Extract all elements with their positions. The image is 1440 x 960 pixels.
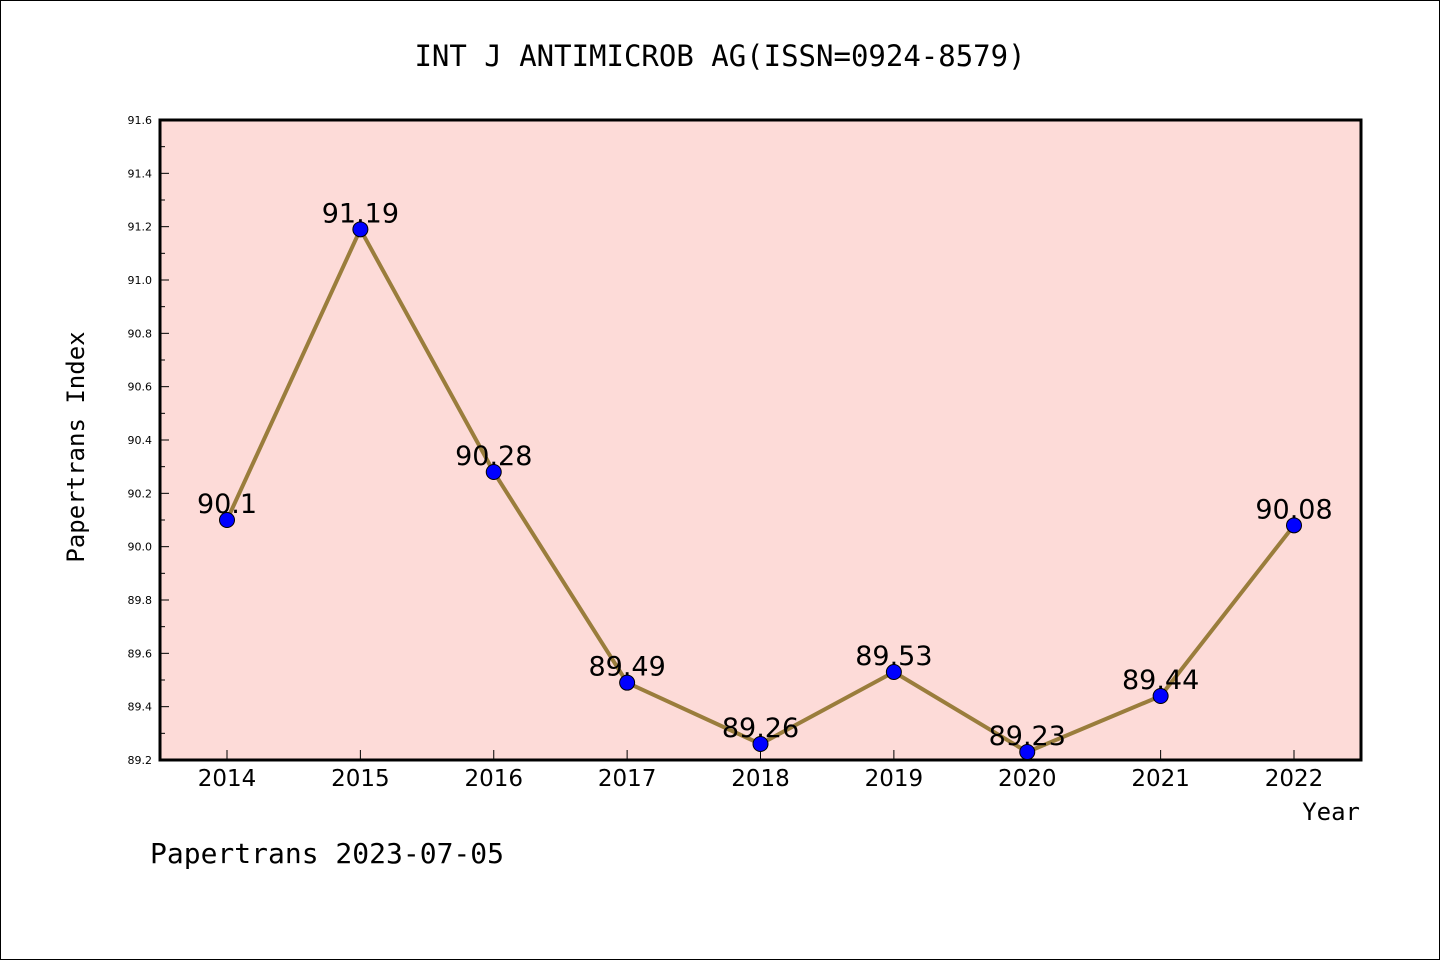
data-point — [885, 664, 902, 680]
x-tick-label: 2016 — [464, 766, 523, 792]
y-tick-label: 91.4 — [128, 167, 153, 180]
data-point — [352, 221, 369, 238]
x-tick-label: 2015 — [331, 766, 390, 792]
data-label: 90.28 — [455, 441, 532, 472]
data-label: 91.19 — [322, 198, 399, 229]
x-axis: 2014 2015 2016 2017 2018 2019 2020 2021 2022 — [198, 750, 1324, 792]
y-tick-label: 89.6 — [128, 647, 153, 660]
x-tick-label: 2017 — [598, 766, 657, 792]
y-tick-label: 91.2 — [128, 221, 153, 234]
data-label: 90.08 — [1255, 494, 1332, 525]
data-point — [1286, 517, 1302, 534]
x-tick-label: 2020 — [998, 766, 1057, 792]
y-axis: 89.2 89.4 89.6 89.8 90.0 90.2 90.4 90.6 90.8 91.0… — [128, 114, 169, 767]
y-tick-label: 90.2 — [128, 487, 153, 500]
data-label: 89.44 — [1122, 665, 1199, 696]
data-point — [219, 512, 235, 528]
x-axis-label: Year — [1302, 798, 1360, 826]
data-point — [1152, 688, 1169, 704]
y-tick-label: 89.8 — [128, 594, 153, 607]
data-point — [752, 736, 769, 752]
data-point — [485, 464, 502, 480]
x-tick-label: 2021 — [1131, 766, 1190, 792]
y-tick-label: 89.2 — [128, 754, 153, 767]
y-tick-label: 91.0 — [128, 274, 153, 287]
data-label: 90.1 — [197, 489, 257, 520]
x-tick-label: 2022 — [1265, 766, 1324, 792]
x-tick-label: 2019 — [865, 766, 924, 792]
data-label: 89.26 — [722, 713, 799, 744]
y-axis-label: Papertrans Index — [62, 331, 90, 562]
data-point — [619, 674, 636, 691]
chart-title: INT J ANTIMICROB AG(ISSN=0924-8579) — [414, 39, 1025, 73]
x-tick-label: 2018 — [731, 766, 790, 792]
footer-text: Papertrans 2023-07-05 — [150, 837, 504, 870]
series-layer: 90.1 91.19 90.28 89.49 89.26 89.53 89.23 89.44 9… — [197, 198, 1333, 760]
data-label: 89.49 — [588, 652, 665, 683]
x-tick-label: 2014 — [198, 766, 257, 792]
y-tick-label: 91.6 — [128, 114, 153, 127]
y-tick-label: 90.0 — [128, 541, 153, 554]
data-label: 89.23 — [989, 721, 1066, 752]
y-tick-label: 90.8 — [128, 327, 153, 340]
y-tick-label: 90.6 — [128, 381, 153, 394]
y-tick-label: 89.4 — [128, 701, 153, 714]
data-point — [1019, 744, 1036, 760]
y-tick-label: 90.4 — [128, 434, 153, 447]
data-label: 89.53 — [855, 641, 932, 672]
